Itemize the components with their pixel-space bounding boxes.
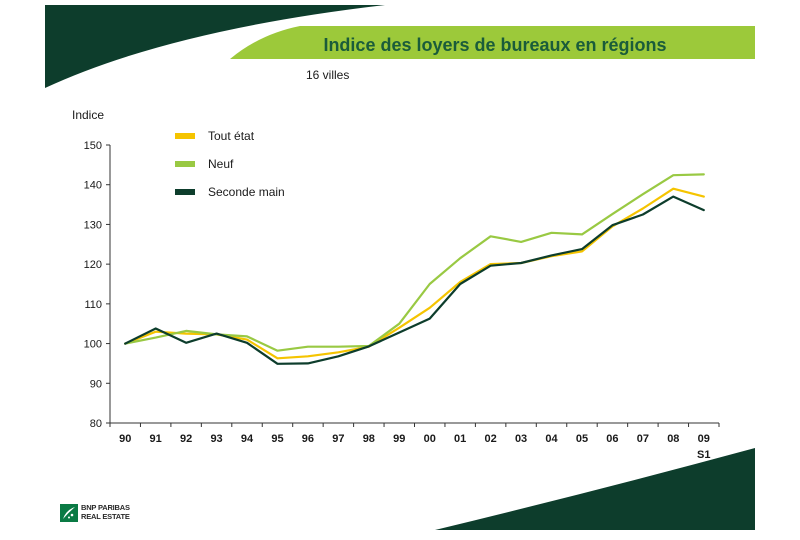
x-tick-label: 99 xyxy=(393,433,405,445)
y-tick-label: 110 xyxy=(84,299,102,311)
legend-label: Seconde main xyxy=(208,185,285,199)
x-tick-label: 08 xyxy=(667,433,679,445)
x-tick-label: 90 xyxy=(119,433,131,445)
y-tick-label: 90 xyxy=(90,378,102,390)
legend-swatch xyxy=(175,189,195,195)
legend-label: Neuf xyxy=(208,157,234,171)
y-ticks: 80 90 100 110 120 130 140 150 xyxy=(84,140,110,430)
x-tick-sublabel: S1 xyxy=(697,449,710,461)
y-tick-label: 150 xyxy=(84,140,102,152)
series-line-neuf xyxy=(124,173,705,352)
x-tick-label: 00 xyxy=(424,433,436,445)
x-tick-label: 98 xyxy=(363,433,375,445)
legend: Tout état Neuf Seconde main xyxy=(175,129,285,199)
y-axis-label: Indice xyxy=(72,108,104,122)
x-tick-label: 96 xyxy=(302,433,314,445)
x-tick-label: 04 xyxy=(545,433,558,445)
x-tick-label: 03 xyxy=(515,433,527,445)
bnp-paribas-logo: BNP PARIBAS REAL ESTATE xyxy=(60,503,170,525)
legend-swatch xyxy=(175,133,195,139)
legend-swatch xyxy=(175,161,195,167)
y-tick-label: 100 xyxy=(84,339,102,351)
y-tick-label: 120 xyxy=(84,259,102,271)
x-tick-label: 92 xyxy=(180,433,192,445)
y-tick-label: 140 xyxy=(84,180,102,192)
brand-line-1: BNP PARIBAS xyxy=(81,503,130,512)
slide-title: Indice des loyers de bureaux en régions xyxy=(323,35,666,55)
x-tick-label: 05 xyxy=(576,433,588,445)
series-group xyxy=(124,173,705,365)
x-tick-label: 07 xyxy=(637,433,649,445)
x-tick-label: 06 xyxy=(606,433,618,445)
bnp-stars-icon xyxy=(60,504,78,522)
x-tick-label: 91 xyxy=(150,433,162,445)
x-tick-label: 97 xyxy=(332,433,344,445)
top-left-swoosh xyxy=(45,5,385,88)
x-tick-label: 95 xyxy=(271,433,283,445)
series-line-seconde-main xyxy=(124,195,705,365)
x-tick-label: 02 xyxy=(485,433,497,445)
brand-text: BNP PARIBAS REAL ESTATE xyxy=(81,503,130,521)
brand-line-2: REAL ESTATE xyxy=(81,511,130,521)
y-tick-label: 80 xyxy=(90,418,102,430)
y-tick-label: 130 xyxy=(84,219,102,231)
title-banner xyxy=(230,26,755,59)
x-tick-label: 94 xyxy=(241,433,254,445)
x-tick-label: 01 xyxy=(454,433,466,445)
bottom-right-swoosh xyxy=(435,448,755,530)
x-tick-label: 93 xyxy=(210,433,222,445)
legend-label: Tout état xyxy=(208,129,255,143)
x-tick-label: 09 xyxy=(698,433,710,445)
slide-subtitle: 16 villes xyxy=(306,68,349,82)
x-ticks: 90 91 92 93 94 95 96 97 98 99 00 01 02 03 04 05 06 07 08 09… xyxy=(109,423,720,461)
